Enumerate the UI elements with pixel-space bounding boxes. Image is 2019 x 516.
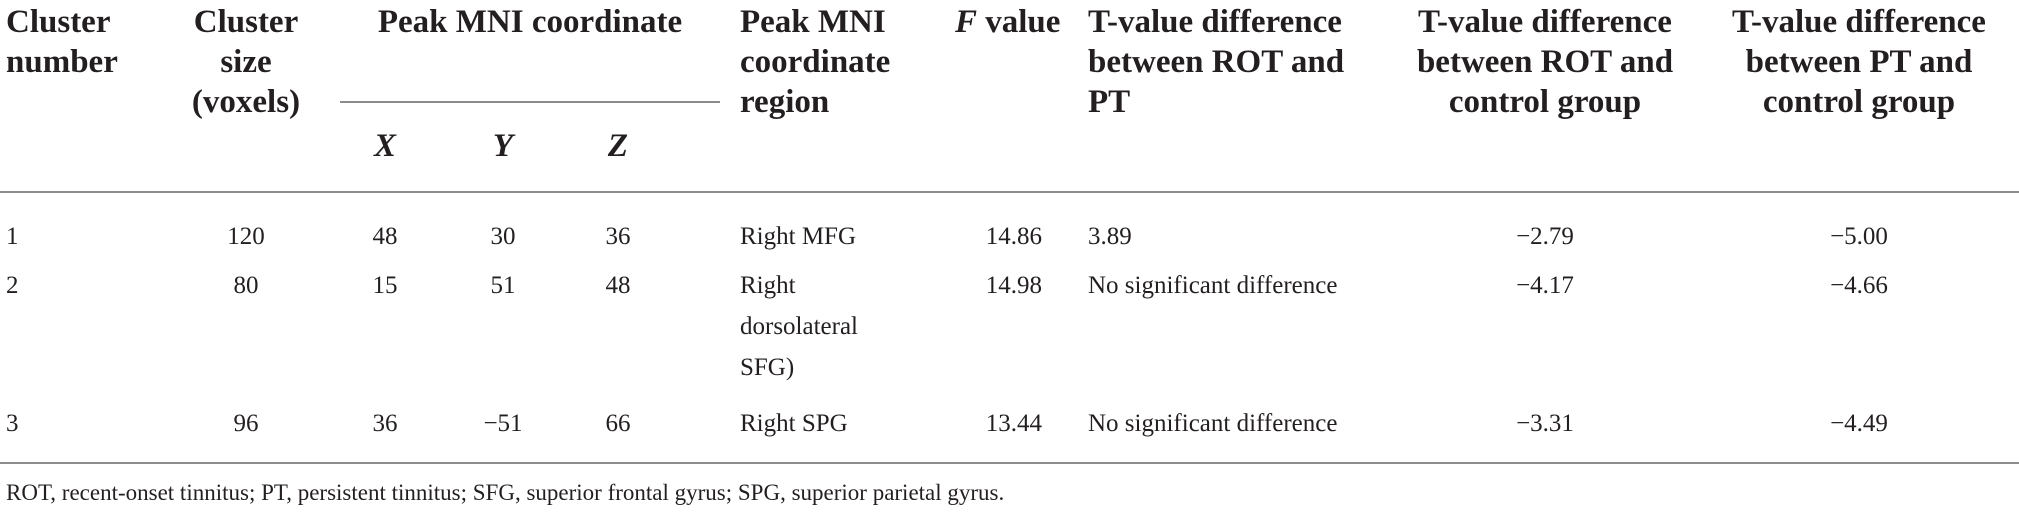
- cell-cluster: 1: [6, 223, 19, 250]
- cell-region: Right MFG: [740, 223, 857, 250]
- table-footnote: ROT, recent-onset tinnitus; PT, persiste…: [6, 480, 1005, 505]
- cell-t-rot-control: −3.31: [1516, 410, 1574, 437]
- cell-cluster: 2: [6, 272, 19, 299]
- cell-t-pt-control: −4.49: [1830, 410, 1888, 437]
- header-x: X: [373, 128, 396, 164]
- header-rule: [0, 191, 2019, 193]
- cell-f-value: 14.98: [985, 272, 1042, 299]
- cell-f-value: 14.86: [985, 223, 1042, 250]
- cell-y: −51: [483, 410, 523, 437]
- cell-y: 51: [490, 272, 516, 299]
- header-cluster-number: Cluster number: [6, 4, 118, 80]
- cell-t-rot-control: −2.79: [1516, 223, 1574, 250]
- cell-x: 36: [372, 410, 398, 437]
- cell-f-value: 13.44: [985, 410, 1042, 437]
- header-z: Z: [607, 128, 629, 164]
- header-t-pt-control: T-value difference between PT and contro…: [1732, 4, 1986, 120]
- cell-z: 66: [605, 410, 631, 437]
- cell-z: 36: [605, 223, 631, 250]
- header-t-rot-pt: T-value difference between ROT and PT: [1088, 4, 1345, 120]
- cell-t-rot-pt: No significant difference: [1088, 272, 1338, 299]
- header-y: Y: [492, 128, 514, 164]
- cell-t-rot-pt: 3.89: [1088, 223, 1132, 250]
- cell-x: 48: [372, 223, 398, 250]
- header-t-rot-control: T-value difference between ROT and contr…: [1416, 4, 1674, 120]
- cell-z: 48: [605, 272, 631, 299]
- cell-region: Right SPG: [740, 410, 848, 437]
- header-cluster-size: Cluster size (voxels): [191, 4, 301, 120]
- header-f-value: F value: [955, 4, 1061, 40]
- cell-t-rot-control: −4.17: [1516, 272, 1574, 299]
- cell-region: Right dorsolateral SFG): [740, 272, 859, 381]
- header-group-rule: [340, 101, 720, 103]
- cell-t-pt-control: −4.66: [1830, 272, 1888, 299]
- cell-y: 30: [490, 223, 516, 250]
- cell-size: 80: [233, 272, 259, 299]
- header-peak-mni-coordinate: Peak MNI coordinate: [377, 4, 683, 40]
- header-peak-region: Peak MNI coordinate region: [740, 4, 891, 120]
- table-bottom-rule: [0, 462, 2019, 464]
- cell-size: 96: [233, 410, 259, 437]
- cell-size: 120: [227, 223, 265, 250]
- cell-t-rot-pt: No significant difference: [1088, 410, 1338, 437]
- cell-cluster: 3: [6, 410, 19, 437]
- cell-x: 15: [372, 272, 398, 299]
- cell-t-pt-control: −5.00: [1830, 223, 1888, 250]
